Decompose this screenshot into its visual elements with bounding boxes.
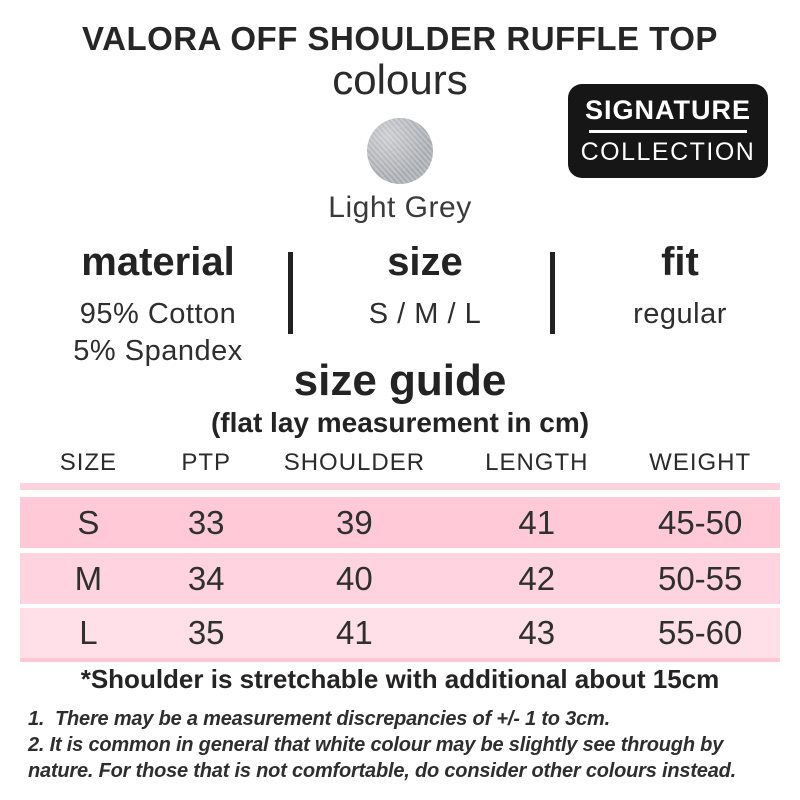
table-row-s: S 33 39 41 45-50: [20, 497, 780, 548]
spec-size: size S / M / L: [300, 236, 550, 333]
cell-weight: 50-55: [657, 559, 743, 597]
spec-divider: [288, 252, 293, 334]
badge-divider: [589, 130, 747, 133]
disclaimer-notes: 1. There may be a measurement discrepanc…: [28, 706, 798, 784]
table-header-row: SIZE PTP SHOULDER LENGTH WEIGHT: [20, 446, 780, 480]
cell-shoulder: 39: [336, 503, 373, 541]
page-title: VALORA OFF SHOULDER RUFFLE TOP: [82, 20, 718, 57]
spec-material-line: 5% Spandex: [73, 335, 243, 367]
badge-signature-text: SIGNATURE: [584, 95, 751, 125]
spec-fit-line: regular: [633, 298, 727, 330]
note-line: 2. It is common in general that white co…: [28, 734, 724, 756]
cell-length: 43: [518, 614, 556, 651]
note-line: nature. For those that is not comfortabl…: [28, 760, 737, 782]
note-line: 1. There may be a measurement discrepanc…: [28, 708, 610, 730]
signature-collection-badge: SIGNATURE COLLECTION: [568, 84, 768, 178]
cell-length: 41: [518, 503, 556, 541]
header-cell-ptp: PTP: [181, 449, 232, 476]
spec-fit: fit regular: [560, 236, 800, 333]
table-row-m: M 34 40 42 50-55: [20, 553, 780, 604]
cell-shoulder: 41: [336, 614, 373, 651]
cell-ptp: 34: [187, 559, 225, 597]
spec-material: material 95% Cotton 5% Spandex: [20, 236, 296, 370]
cell-size: M: [74, 559, 103, 597]
cell-weight: 55-60: [657, 614, 743, 651]
spec-size-heading: size: [387, 240, 463, 284]
cell-ptp: 33: [187, 503, 225, 541]
header-cell-shoulder: SHOULDER: [283, 449, 426, 476]
page-subtitle: colours: [332, 56, 468, 103]
cell-length: 42: [518, 559, 556, 597]
header-cell-length: LENGTH: [485, 449, 589, 476]
cell-weight: 45-50: [657, 503, 743, 541]
swatch-label: Light Grey: [328, 191, 472, 224]
cell-ptp: 35: [187, 614, 225, 651]
cell-size: L: [79, 614, 98, 651]
shoulder-stretch-note: *Shoulder is stretchable with additional…: [80, 664, 720, 694]
cell-size: S: [77, 503, 100, 541]
badge-collection-text: COLLECTION: [580, 138, 756, 166]
spec-material-heading: material: [81, 240, 235, 284]
spec-material-line: 95% Cotton: [79, 298, 237, 330]
spec-fit-heading: fit: [661, 240, 699, 284]
header-cell-size: SIZE: [59, 449, 118, 476]
header-cell-weight: WEIGHT: [649, 449, 752, 476]
table-row-l: L 35 41 43 55-60: [20, 608, 780, 662]
size-guide-table: SIZE PTP SHOULDER LENGTH WEIGHT S 33 39 …: [20, 446, 780, 662]
spec-size-line: S / M / L: [368, 298, 482, 330]
color-swatch-light-grey: [367, 118, 433, 184]
table-top-strip: [20, 483, 780, 490]
size-guide-title: size guide: [293, 356, 507, 405]
cell-shoulder: 40: [336, 559, 373, 597]
spec-divider: [550, 252, 555, 334]
size-guide-subtitle: (flat lay measurement in cm): [210, 407, 590, 438]
